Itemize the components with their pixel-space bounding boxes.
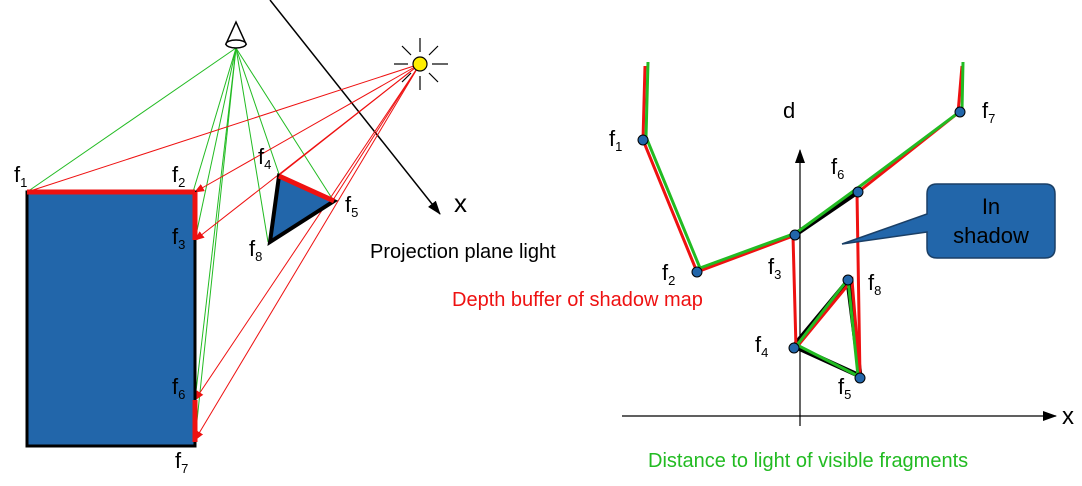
left-label-f1: f1 xyxy=(14,162,27,190)
fragment-points xyxy=(637,106,966,384)
callout-line1: In xyxy=(982,194,1000,219)
x-axis-label: x xyxy=(1062,403,1074,430)
left-axis-x-label: x xyxy=(454,188,467,218)
right-label-f7: f7 xyxy=(982,98,995,126)
left-label-f5: f5 xyxy=(345,192,358,220)
left-label-f7: f7 xyxy=(175,448,188,476)
caption-depth-buffer: Depth buffer of shadow map xyxy=(452,289,703,311)
right-label-f2: f2 xyxy=(662,260,675,288)
in-shadow-callout: In shadow xyxy=(841,183,1056,259)
left-label-f3: f3 xyxy=(172,224,185,252)
right-label-f6: f6 xyxy=(831,154,844,182)
triangle-lit-edge xyxy=(277,173,336,204)
visible-distance-curve-upper xyxy=(644,61,965,270)
right-label-f5: f5 xyxy=(838,374,851,402)
projection-plane-line xyxy=(269,0,441,215)
eye-rays xyxy=(26,47,334,441)
d-axis-label: d xyxy=(783,98,795,123)
left-label-f2: f2 xyxy=(172,162,185,190)
depth-buffer-curve xyxy=(641,65,964,379)
light-rays xyxy=(26,63,421,441)
left-scene: f1 f2 f3 f4 f5 f6 f7 f8 x Projection pla… xyxy=(14,0,556,476)
visible-distance-triangle xyxy=(794,275,860,379)
eye-cone-icon xyxy=(224,20,248,49)
left-label-f8: f8 xyxy=(249,236,262,264)
right-label-f3: f3 xyxy=(768,254,781,282)
right-label-f1: f1 xyxy=(609,126,622,154)
occluded-box xyxy=(25,190,197,448)
left-label-f4: f4 xyxy=(258,144,271,172)
projection-plane-label: Projection plane light xyxy=(370,241,556,263)
depth-graph: d x f1 f2 f3 f4 f5 f6 f7 f8 xyxy=(452,61,1074,472)
left-label-f6: f6 xyxy=(172,374,185,402)
caption-visible-distance: Distance to light of visible fragments xyxy=(648,450,968,472)
right-label-f4: f4 xyxy=(755,332,768,360)
callout-line2: shadow xyxy=(953,223,1029,248)
sun-light-icon xyxy=(394,38,448,90)
right-label-f8: f8 xyxy=(868,270,881,298)
